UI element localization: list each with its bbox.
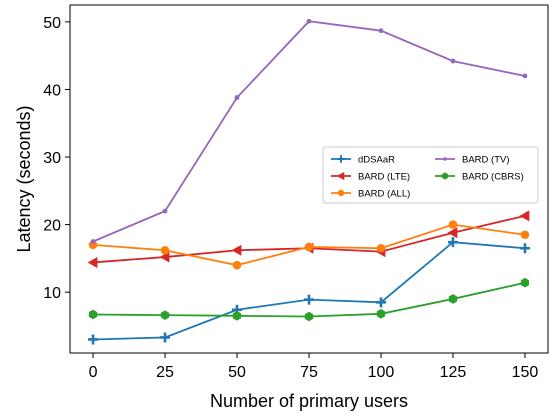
data-point <box>88 334 99 345</box>
legend-marker <box>336 171 345 181</box>
legend-label: BARD (TV) <box>462 155 510 166</box>
legend-marker <box>441 172 449 180</box>
legend-marker <box>337 189 345 197</box>
y-axis-ticks: 10 20 30 40 50 <box>43 15 70 302</box>
x-axis-label: Number of primary users <box>210 391 408 411</box>
y-tick-label: 40 <box>43 82 61 99</box>
data-point <box>519 243 530 254</box>
y-tick-label: 30 <box>43 150 61 167</box>
legend: dDSAaR BARD (LTE) BARD (ALL) BARD (TV) BARD … <box>322 146 539 204</box>
data-point <box>304 294 314 305</box>
y-axis-label: Latency (seconds) <box>14 105 34 252</box>
y-tick-label: 20 <box>43 218 61 235</box>
x-tick-label: 125 <box>440 364 467 381</box>
x-tick-label: 50 <box>228 364 246 381</box>
x-tick-label: 25 <box>156 364 174 381</box>
data-point <box>376 243 386 253</box>
legend-item: BARD (ALL) <box>331 189 410 200</box>
data-point <box>448 220 458 229</box>
series-bard-all <box>88 220 530 270</box>
data-point <box>519 210 530 222</box>
y-tick-label: 50 <box>43 15 61 32</box>
legend-label: BARD (ALL) <box>358 189 410 200</box>
data-point <box>376 309 386 319</box>
data-point <box>88 240 98 250</box>
x-tick-label: 0 <box>89 364 98 381</box>
data-point <box>378 28 384 34</box>
data-point <box>160 245 170 255</box>
data-point <box>375 297 386 308</box>
legend-frame <box>322 146 539 204</box>
x-tick-label: 150 <box>512 364 539 381</box>
data-point <box>520 277 530 288</box>
legend-item: dDSAaR <box>331 155 395 166</box>
legend-item: BARD (TV) <box>435 155 510 166</box>
data-point <box>520 230 530 240</box>
data-point <box>448 294 458 304</box>
legend-marker <box>337 155 345 163</box>
x-axis-ticks: 0 25 50 75 100 125 150 <box>89 353 539 381</box>
x-tick-label: 75 <box>300 364 318 381</box>
data-point <box>90 239 96 244</box>
series-bard-cbrs <box>88 277 530 322</box>
legend-label: BARD (LTE) <box>358 172 410 183</box>
data-point <box>450 58 456 64</box>
data-point <box>231 244 242 256</box>
x-tick-label: 100 <box>368 364 395 381</box>
data-point <box>447 227 458 239</box>
data-point <box>159 251 170 263</box>
data-point <box>234 95 240 100</box>
legend-label: BARD (CBRS) <box>462 172 524 183</box>
legend-item: BARD (CBRS) <box>435 172 524 183</box>
data-point <box>306 18 312 24</box>
series-bard-tv <box>90 18 528 244</box>
series-layer <box>87 18 530 345</box>
data-point <box>160 332 171 343</box>
series-ddsaar <box>88 237 530 345</box>
data-point <box>160 310 170 320</box>
data-point <box>304 311 314 322</box>
data-point <box>232 311 242 321</box>
data-point <box>88 309 98 320</box>
data-point <box>232 260 242 270</box>
data-point <box>522 73 528 79</box>
legend-marker <box>443 157 447 161</box>
data-point <box>162 208 168 214</box>
y-tick-label: 10 <box>43 285 61 302</box>
legend-item: BARD (LTE) <box>331 172 410 183</box>
legend-label: dDSAaR <box>358 155 395 166</box>
data-point <box>87 256 98 268</box>
data-point <box>447 237 458 248</box>
data-point <box>304 242 314 252</box>
